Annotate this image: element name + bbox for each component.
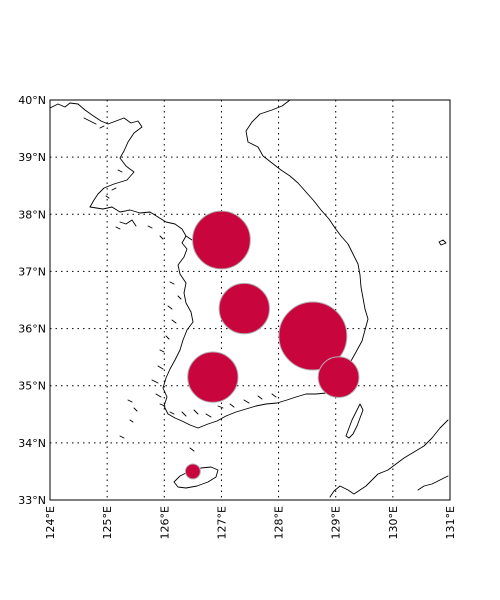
island-clusters — [83, 117, 277, 452]
lat-tick-label: 38°N — [18, 208, 46, 221]
lon-tick-label: 130°E — [387, 506, 400, 539]
lat-tick-label: 40°N — [18, 94, 46, 107]
lat-tick-label: 37°N — [18, 265, 46, 278]
tick-labels: 33°N 34°N 35°N 36°N 37°N 38°N 39°N 40°N 124°E 125… — [18, 94, 457, 539]
dokdo-island — [438, 239, 447, 246]
location-marker — [184, 463, 201, 480]
location-marker — [192, 210, 251, 270]
lon-tick-label: 124°E — [44, 506, 57, 539]
location-marker — [218, 282, 270, 335]
lat-tick-label: 39°N — [18, 151, 46, 164]
lon-tick-label: 126°E — [158, 506, 171, 539]
lon-tick-label: 128°E — [273, 506, 286, 539]
location-marker — [278, 301, 348, 371]
lat-tick-label: 33°N — [18, 494, 46, 507]
coastlines — [49, 99, 449, 498]
peninsula-east-coastline — [162, 99, 369, 429]
markers — [184, 210, 360, 480]
lat-tick-label: 34°N — [18, 437, 46, 450]
map-frame — [49, 99, 451, 501]
tsushima-island — [345, 403, 364, 439]
lon-tick-label: 125°E — [101, 506, 114, 539]
china-coastline — [49, 102, 143, 208]
lon-tick-label: 127°E — [215, 506, 228, 539]
japan-coastline — [329, 419, 449, 498]
lon-tick-label: 131°E — [444, 506, 457, 539]
location-marker — [317, 356, 360, 399]
lat-tick-label: 36°N — [18, 323, 46, 336]
location-marker — [187, 351, 239, 403]
lat-tick-label: 35°N — [18, 380, 46, 393]
lon-tick-label: 129°E — [330, 506, 343, 539]
graticule — [50, 100, 450, 500]
